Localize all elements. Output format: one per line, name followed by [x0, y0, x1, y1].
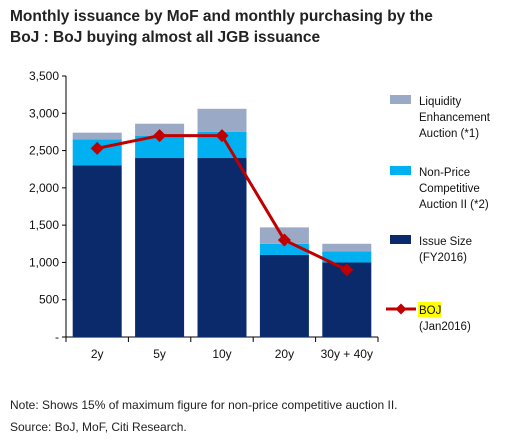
boj-point: [215, 129, 229, 143]
legend-label: Non-Price: [419, 167, 470, 179]
y-tick-label: 3,500: [29, 69, 59, 83]
boj-point: [153, 129, 167, 143]
bar-liquidity: [197, 108, 247, 132]
legend-label: Auction II (*2): [419, 199, 489, 211]
legend-boj-marker: [395, 303, 407, 315]
chart-title-line-2: BoJ : BoJ buying almost all JGB issuance: [10, 29, 321, 46]
y-tick-label: 500: [39, 293, 59, 307]
legend-label: (Jan2016): [419, 321, 471, 333]
bar-liquidity: [322, 243, 372, 252]
legend-label: Enhancement: [419, 112, 491, 124]
bar-non_price: [135, 135, 185, 159]
bar-liquidity: [72, 132, 122, 140]
y-tick-label: -: [55, 330, 59, 344]
legend-boj-highlight: [418, 302, 441, 317]
bar-issue_size: [197, 158, 247, 337]
y-tick-label: 2,500: [29, 144, 59, 158]
y-tick-label: 1,500: [29, 218, 59, 232]
bar-non_price: [322, 251, 372, 263]
legend-label: Issue Size: [419, 236, 472, 248]
boj-point: [277, 233, 291, 247]
chart-note: Note: Shows 15% of maximum figure for no…: [10, 398, 398, 412]
x-tick-label: 30y + 40y: [321, 347, 373, 361]
y-tick-label: 2,000: [29, 181, 59, 195]
legend-swatch-issue_size: [390, 235, 411, 244]
legend-label: BOJ: [419, 305, 441, 317]
legend-label: Competitive: [419, 183, 480, 195]
bar-non_price: [259, 243, 309, 255]
legend-swatch-liquidity: [390, 95, 411, 104]
chart-title-line-1: Monthly issuance by MoF and monthly purc…: [10, 8, 433, 25]
x-tick-label: 2y: [91, 347, 104, 361]
x-tick-label: 10y: [212, 347, 231, 361]
bar-issue_size: [72, 165, 122, 337]
boj-point: [340, 263, 354, 277]
chart-source: Source: BoJ, MoF, Citi Research.: [10, 420, 187, 434]
x-tick-label: 20y: [275, 347, 294, 361]
legend-label: Liquidity: [419, 96, 461, 108]
bar-issue_size: [135, 158, 185, 337]
bar-issue_size: [259, 254, 309, 337]
y-tick-label: 1,000: [29, 255, 59, 269]
legend-swatch-non_price: [390, 166, 411, 175]
legend-label: Auction (*1): [419, 128, 479, 140]
legend-label: (FY2016): [419, 252, 467, 264]
y-tick-label: 3,000: [29, 106, 59, 120]
chart-title: Monthly issuance by MoF and monthly purc…: [10, 6, 500, 48]
x-tick-label: 5y: [153, 347, 166, 361]
boj-point: [90, 141, 104, 155]
